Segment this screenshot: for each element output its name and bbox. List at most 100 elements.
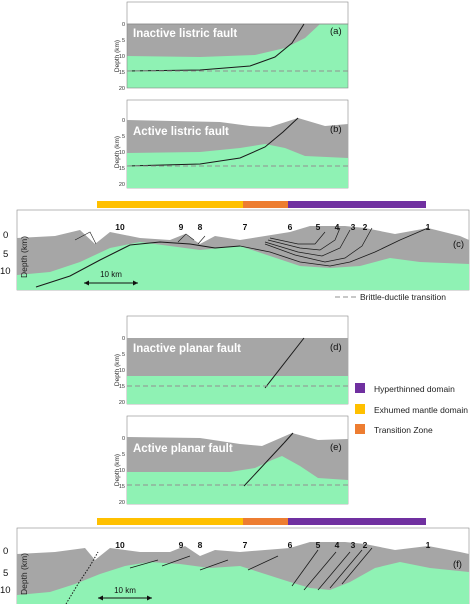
mantle-layer: [127, 376, 348, 404]
depth-tick-label: 5: [3, 249, 8, 260]
scale-arrow-right: [147, 595, 152, 601]
dashed-line-label: Brittle-ductile transition: [360, 292, 446, 302]
scale-arrow-left: [98, 595, 103, 601]
legend-dashed: Brittle-ductile transition: [335, 292, 446, 302]
legend-swatch-hyperthinned: [355, 383, 365, 393]
depth-tick-label: 0: [3, 546, 8, 557]
listric-fault-line: [126, 117, 299, 167]
fault-number: 7: [243, 222, 248, 232]
main-detachment-fault: [35, 241, 241, 288]
panel-title: Inactive listric fault: [133, 28, 237, 40]
legend-label: Transition Zone: [374, 425, 433, 435]
hyperthinned-bar: [288, 201, 426, 208]
scale-arrow-right: [133, 280, 138, 286]
fault-number: 8: [198, 540, 203, 550]
exhumed-mantle-bar: [97, 518, 243, 525]
panel-title: Inactive planar fault: [133, 343, 241, 355]
fault-number: 3: [351, 540, 356, 550]
mantle-layer: [127, 456, 348, 504]
domain-bar-bottom: [97, 518, 426, 525]
fault-line: [177, 233, 195, 243]
fault-number: 10: [115, 540, 125, 550]
transition-zone-bar: [243, 201, 288, 208]
panel-d: Inactive planar fault (d) Depth (km) 0 5…: [114, 315, 349, 406]
fault-line: [239, 227, 429, 267]
depth-axis-label: Depth (km): [114, 40, 121, 72]
depth-tick-label: 5: [3, 568, 8, 579]
fault-number: 5: [316, 222, 321, 232]
crust-layer: [127, 338, 348, 376]
transition-zone-bar: [243, 518, 288, 525]
planar-fault-line: [283, 432, 294, 444]
depth-tick-label: 10: [0, 585, 11, 596]
legend-swatch-transition: [355, 424, 365, 434]
fault-line: [264, 227, 373, 263]
fault-line: [161, 555, 191, 567]
legend-swatch-exhumed: [355, 404, 365, 414]
panel-letter: (f): [453, 559, 462, 570]
tick-label: 20: [119, 182, 125, 188]
legend-domains: Hyperthinned domain Exhumed mantle domai…: [355, 383, 468, 435]
fault-line: [129, 559, 159, 569]
panel-frame: [126, 23, 349, 89]
fault-line: [197, 235, 206, 245]
tick-label: 20: [119, 500, 125, 506]
depth-axis-label: Depth (km): [114, 454, 121, 486]
tick-label: 10: [119, 54, 125, 60]
fault-number: 3: [351, 222, 356, 232]
tick-label: 5: [122, 452, 125, 458]
fault-line: [329, 549, 363, 589]
tick-label: 0: [122, 22, 125, 28]
panel-letter: (c): [453, 239, 464, 250]
tick-label: 0: [122, 436, 125, 442]
tick-label: 5: [122, 38, 125, 44]
fault-number: 6: [288, 222, 293, 232]
legend-label: Hyperthinned domain: [374, 384, 455, 394]
dotted-fault-line: [65, 551, 99, 604]
fault-line: [247, 555, 279, 571]
fault-number: 2: [363, 540, 368, 550]
depth-tick-label: 0: [3, 230, 8, 241]
fault-number: 4: [335, 540, 340, 550]
panel-b: Active listric fault (b) Depth (km) 0 5 …: [114, 99, 349, 189]
tick-label: 0: [122, 118, 125, 124]
scale-label: 10 km: [114, 586, 136, 595]
panel-title: Active planar fault: [133, 443, 233, 455]
depth-axis-label: Depth (km): [19, 553, 29, 595]
fault-number: 9: [179, 222, 184, 232]
fault-line: [199, 559, 229, 571]
tick-label: 0: [122, 336, 125, 342]
legend-label: Exhumed mantle domain: [374, 405, 468, 415]
mantle-layer: [127, 24, 348, 88]
panel-c: 10 9 8 7 6 5 4 3 2 1 0 5 10 Depth (km) 1…: [0, 209, 470, 291]
scale-arrow-left: [84, 280, 89, 286]
tick-label: 5: [122, 134, 125, 140]
fault-line: [74, 231, 97, 245]
tick-label: 10: [119, 368, 125, 374]
fault-line: [291, 549, 319, 587]
scale-label: 10 km: [100, 270, 122, 279]
fault-number: 5: [316, 540, 321, 550]
tick-label: 10: [119, 150, 125, 156]
planar-fault-line: [264, 337, 305, 389]
fault-number: 8: [198, 222, 203, 232]
depth-axis-label: Depth (km): [114, 354, 121, 386]
fault-line: [303, 551, 337, 591]
fault-number: 9: [179, 540, 184, 550]
panel-e: Active planar fault (e) Depth (km) 0 5 1…: [114, 415, 349, 506]
mantle-layer: [17, 242, 469, 290]
tick-label: 20: [119, 86, 125, 92]
panel-letter: (a): [330, 26, 342, 37]
panel-a: Inactive listric fault (a) Depth (km) 0 …: [114, 1, 349, 92]
panel-f: 10 9 8 7 6 5 4 3 2 1 0 5 10 Depth (km) 1…: [0, 527, 470, 604]
fault-number: 10: [115, 222, 125, 232]
fault-line: [267, 227, 341, 251]
tick-label: 10: [119, 468, 125, 474]
mantle-layer: [127, 144, 348, 188]
top-frame: [126, 1, 349, 25]
panel-letter: (b): [330, 124, 342, 135]
fault-number: 6: [288, 540, 293, 550]
tick-label: 15: [119, 384, 125, 390]
tick-label: 15: [119, 484, 125, 490]
